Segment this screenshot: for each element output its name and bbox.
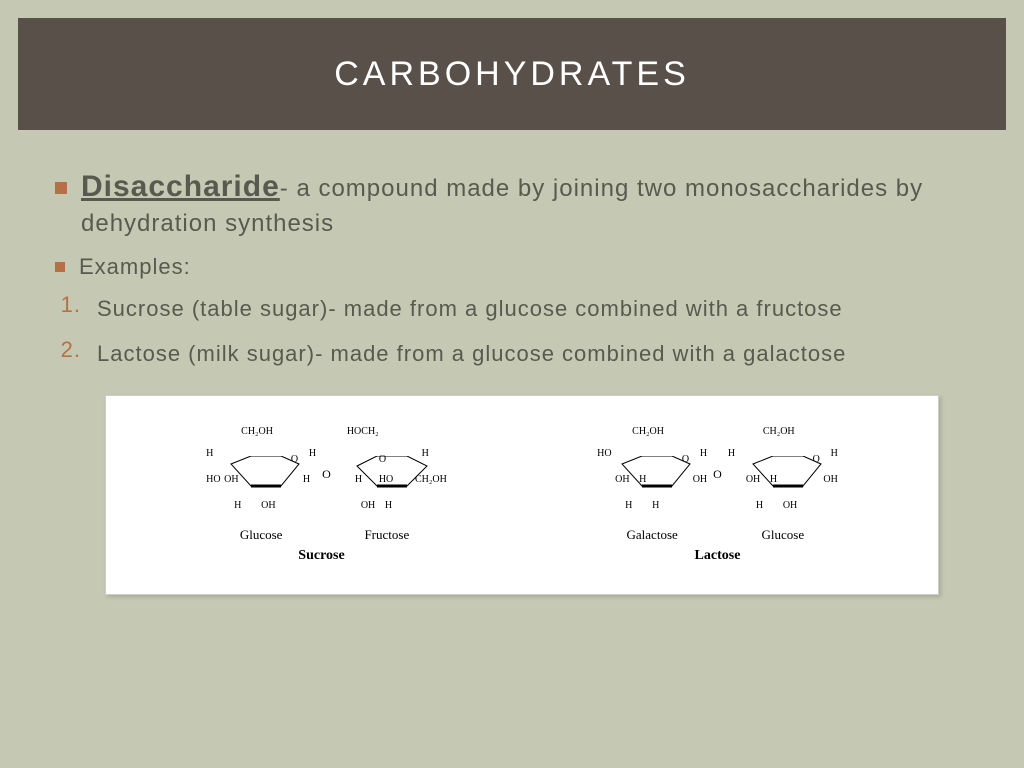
- list-number: 2.: [55, 337, 81, 363]
- bond-oxygen: O: [711, 467, 724, 482]
- term: Disaccharide: [81, 170, 280, 203]
- definition-row: Disaccharide- a compound made by joining…: [55, 170, 969, 242]
- bullet-icon: [55, 262, 65, 272]
- galactose-ring: CH₂OH HO H OH H H H O OH Galactose: [597, 426, 707, 516]
- list-number: 1.: [55, 292, 81, 318]
- glucose-ring-2: CH₂OH H H OH H H OH O OH Glucose: [728, 426, 838, 516]
- examples-label: Examples:: [79, 254, 191, 280]
- lactose-group: CH₂OH HO H OH H H H O OH Galactose O CH₂…: [597, 426, 838, 564]
- molecule-diagram: CH₂OH H H OH HO H OH O H Glucose O HOCH₂…: [105, 395, 939, 595]
- list-text: Sucrose (table sugar)- made from a gluco…: [97, 292, 843, 325]
- slide-content: Disaccharide- a compound made by joining…: [0, 130, 1024, 595]
- list-item: 1. Sucrose (table sugar)- made from a gl…: [55, 292, 969, 325]
- slide-title: CARBOHYDRATES: [334, 55, 690, 94]
- sucrose-group: CH₂OH H H OH HO H OH O H Glucose O HOCH₂…: [206, 426, 437, 564]
- bond-oxygen: O: [320, 467, 333, 482]
- definition-text: Disaccharide- a compound made by joining…: [81, 170, 969, 242]
- list-text: Lactose (milk sugar)- made from a glucos…: [97, 337, 846, 370]
- glucose-ring: CH₂OH H H OH HO H OH O H Glucose: [206, 426, 316, 516]
- list-item: 2. Lactose (milk sugar)- made from a glu…: [55, 337, 969, 370]
- slide-header: CARBOHYDRATES: [0, 0, 1024, 130]
- compound-name: Sucrose: [206, 548, 437, 564]
- examples-row: Examples:: [55, 254, 969, 280]
- bullet-icon: [55, 182, 67, 194]
- compound-name: Lactose: [597, 548, 838, 564]
- fructose-ring: HOCH₂ O H H HO OH H CH₂OH Fructose: [337, 426, 437, 516]
